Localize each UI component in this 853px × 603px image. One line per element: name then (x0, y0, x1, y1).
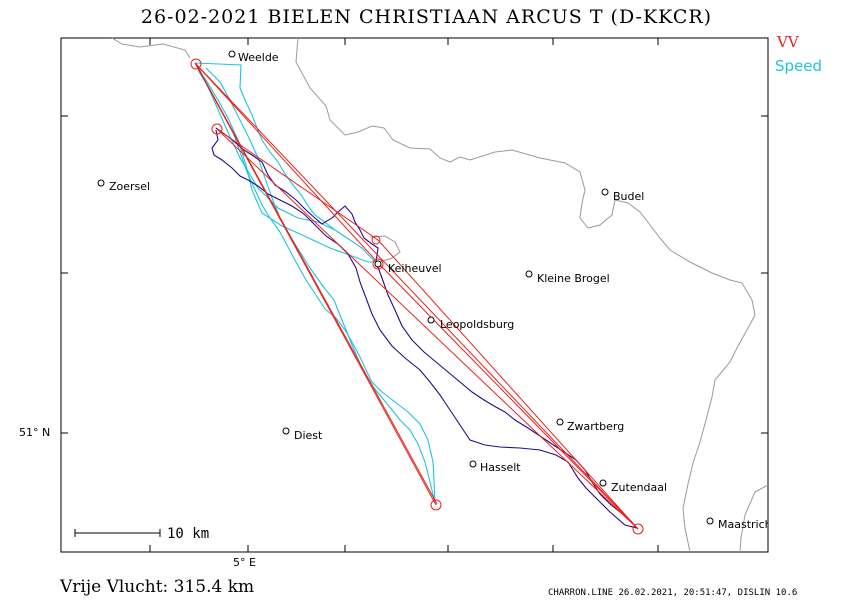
distance-label: Vrije Vlucht: 315.4 km (60, 577, 255, 597)
turnpoint-keiheuvel (372, 258, 384, 270)
legend-speed: Speed (775, 57, 823, 75)
scale-bar (74, 529, 161, 537)
place-zoersel: Zoersel (109, 180, 151, 193)
place-budel: Budel (613, 190, 645, 203)
turnpoint-north (211, 123, 223, 135)
map-frame (60, 37, 769, 553)
place-zutendaal: Zutendaal (611, 481, 668, 494)
longitude-label: 5° E (233, 556, 256, 569)
turnpoints (190, 58, 644, 535)
legend-vv: VV (777, 33, 799, 51)
place-kleine-brogel: Kleine Brogel (537, 272, 610, 285)
place-markers (97, 50, 714, 525)
place-zwartberg: Zwartberg (567, 420, 625, 433)
place-hasselt: Hasselt (480, 461, 521, 474)
turnpoint-keiheuvel-north (371, 235, 381, 245)
country-border (111, 37, 769, 553)
scale-bar-label: 10 km (167, 526, 210, 542)
turnpoint-weelde (190, 58, 202, 70)
axis-ticks (61, 38, 768, 552)
place-leopoldsburg: Leopoldsburg (440, 318, 515, 331)
place-weelde: Weelde (238, 51, 279, 64)
credit-label: CHARRON.LINE 26.02.2021, 20:51:47, DISLI… (548, 588, 798, 598)
place-keiheuvel: Keiheuvel (388, 262, 442, 275)
latitude-label: 51° N (19, 426, 51, 439)
page-title: 26-02-2021 BIELEN CHRISTIAAN ARCUS T (D-… (140, 6, 713, 28)
place-diest: Diest (294, 429, 323, 442)
place-maastricht: Maastricht (718, 518, 768, 531)
turnpoint-maastricht (632, 523, 644, 535)
flight-track (211, 127, 639, 529)
vv-legs (194, 62, 639, 530)
turnpoint-south (430, 499, 442, 511)
